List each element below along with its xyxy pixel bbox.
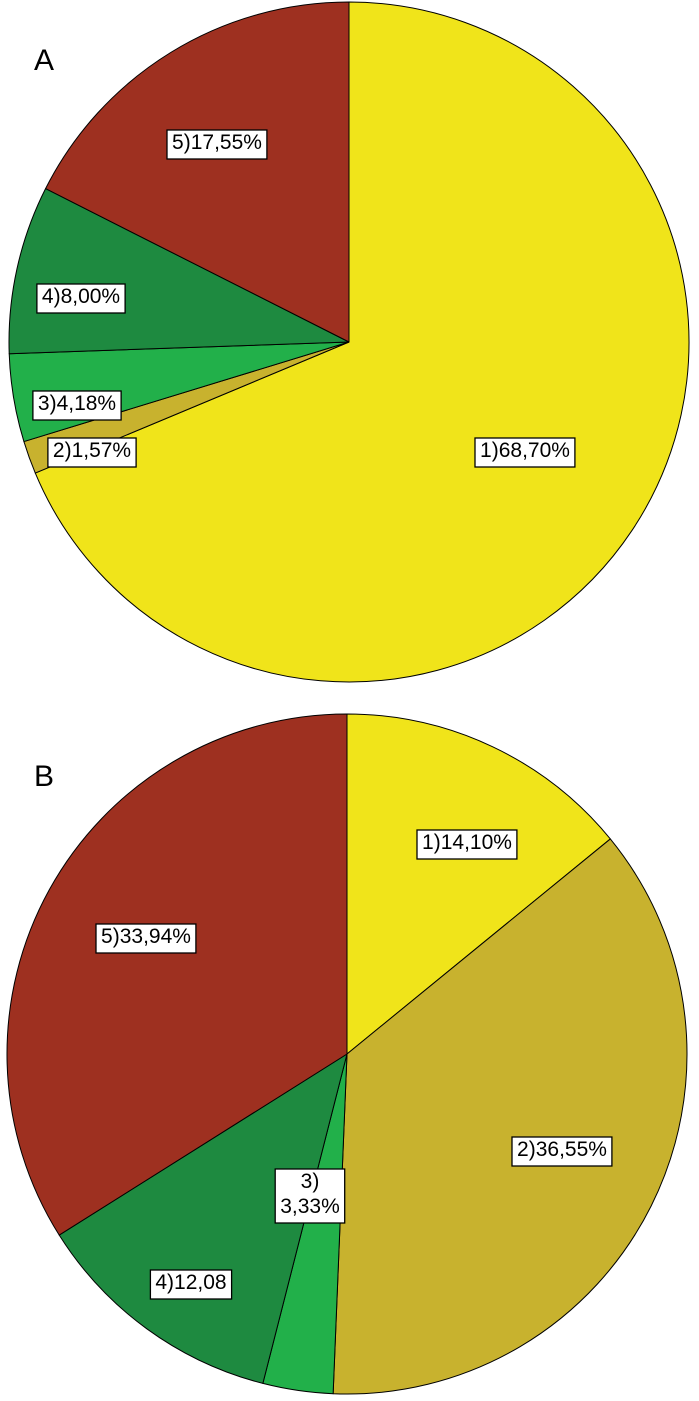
pie-svg-a: 1)68,70% 2)1,57% 3)4,18% 4)8,00% 5)17,55% — [8, 1, 690, 683]
pie-chart-b: B 1)14,10% 2)36,55% 3) 3,33% 4)12,08 5)33,94% — [0, 700, 699, 1400]
pie-a-data-label-1: 1)68,70% — [474, 437, 576, 468]
pie-a-data-label-5: 5)17,55% — [166, 129, 268, 160]
pie-svg-b: 1)14,10% 2)36,55% 3)3,33% 4)12,08 5)33,94% — [6, 713, 688, 1395]
pie-a-label-text-4-0: 4)8,00% — [42, 285, 120, 308]
pie-b-data-label-1: 1)14,10% — [416, 829, 518, 860]
chart-title-b: B — [34, 760, 55, 793]
pie-a-slice-1 — [34, 1, 690, 683]
pie-a-slice-5 — [45, 1, 350, 343]
pie-a-data-label-2: 2)1,57% — [47, 437, 137, 468]
pie-chart-a: A 1)68,70% 2)1,57% 3)4,18% 4)8,00% 5)17,55% — [0, 0, 699, 700]
pie-b-label-text-3-0: 3) — [301, 1170, 320, 1193]
pie-b-label-text-5-0: 5)33,94% — [101, 925, 191, 948]
pie-b-slice-5 — [6, 713, 348, 1236]
pie-b-data-label-3: 3)3,33% — [274, 1168, 346, 1224]
chart-title-a: A — [34, 44, 55, 77]
pie-a-data-label-3: 3)4,18% — [32, 390, 122, 421]
pie-b-data-label-2: 2)36,55% — [511, 1136, 613, 1167]
pie-b-label-text-2-0: 2)36,55% — [517, 1138, 607, 1161]
pie-b-slice-2 — [332, 838, 688, 1395]
pie-a-label-text-3-0: 3)4,18% — [38, 392, 116, 415]
pie-b-slice-4 — [58, 1053, 348, 1384]
pie-b-slice-1 — [346, 713, 611, 1055]
pie-b-label-text-4-0: 4)12,08 — [155, 1271, 226, 1294]
pie-a-label-text-1-0: 1)68,70% — [480, 439, 570, 462]
pie-a-label-text-5-0: 5)17,55% — [172, 131, 262, 154]
pie-a-label-text-2-0: 2)1,57% — [53, 439, 131, 462]
pie-a-data-label-4: 4)8,00% — [36, 283, 126, 314]
pie-b-label-text-3-1: 3,33% — [280, 1195, 340, 1218]
pie-b-label-text-1-0: 1)14,10% — [422, 831, 512, 854]
pie-b-data-label-5: 5)33,94% — [95, 923, 197, 954]
pie-b-data-label-4: 4)12,08 — [149, 1269, 233, 1300]
